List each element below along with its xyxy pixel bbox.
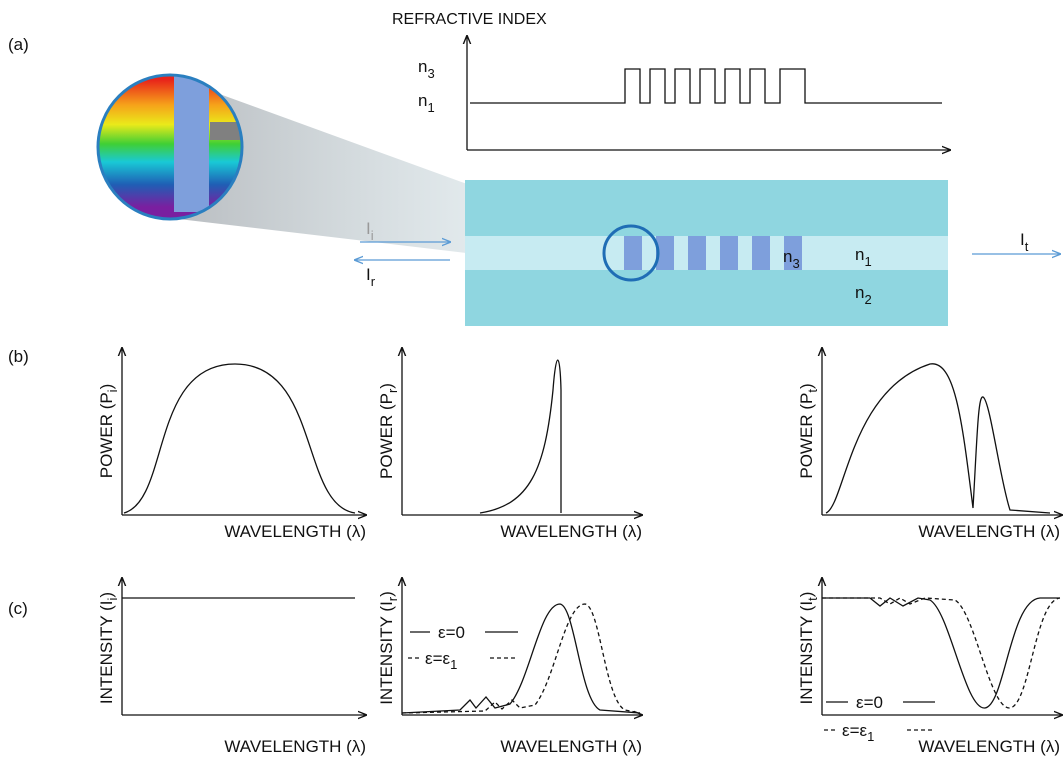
plot: POWER (Pt) WAVELENGTH (λ)	[797, 348, 1062, 541]
diagram: (a) REFRACTIVE INDEX n3 n1 Ii Ir It n3 n…	[0, 0, 1064, 758]
x-label: WAVELENGTH (λ)	[500, 522, 642, 541]
x-label: WAVELENGTH (λ)	[918, 737, 1060, 756]
panel-label: (a)	[8, 35, 29, 54]
core	[465, 236, 948, 270]
x-label: WAVELENGTH (λ)	[224, 522, 366, 541]
reflected-label: Ir	[366, 265, 376, 289]
y-label: INTENSITY (Ir)	[377, 591, 400, 705]
y-label: POWER (Pt)	[797, 383, 820, 478]
y-label: POWER (Pr)	[377, 383, 400, 479]
index-level: n3	[418, 57, 435, 81]
y-label: INTENSITY (It)	[797, 592, 820, 705]
transmitted-label: It	[1020, 230, 1029, 254]
axis-title: REFRACTIVE INDEX	[392, 11, 547, 28]
plot: POWER (Pr) WAVELENGTH (λ)	[377, 348, 642, 541]
x-label: WAVELENGTH (λ)	[500, 737, 642, 756]
index-profile	[470, 69, 942, 103]
plot: INTENSITY (Ir) WAVELENGTH (λ) ε=0 ε=ε1	[377, 578, 642, 756]
panel-label: (c)	[8, 599, 28, 618]
index-level: n1	[418, 91, 435, 115]
plot: INTENSITY (It) WAVELENGTH (λ) ε=0 ε=ε1	[797, 578, 1062, 756]
legend-label: ε=ε1	[425, 649, 457, 672]
legend-label: ε=0	[438, 623, 465, 642]
y-label: INTENSITY (Ii)	[97, 592, 120, 704]
x-label: WAVELENGTH (λ)	[224, 737, 366, 756]
plot: POWER (Pi) WAVELENGTH (λ)	[97, 348, 366, 541]
x-label: WAVELENGTH (λ)	[918, 522, 1060, 541]
y-label: POWER (Pi)	[97, 384, 120, 479]
legend-label: ε=ε1	[842, 721, 874, 744]
panel-label: (b)	[8, 347, 29, 366]
legend-label: ε=0	[856, 693, 883, 712]
plot: INTENSITY (Ii) WAVELENGTH (λ)	[97, 578, 366, 756]
